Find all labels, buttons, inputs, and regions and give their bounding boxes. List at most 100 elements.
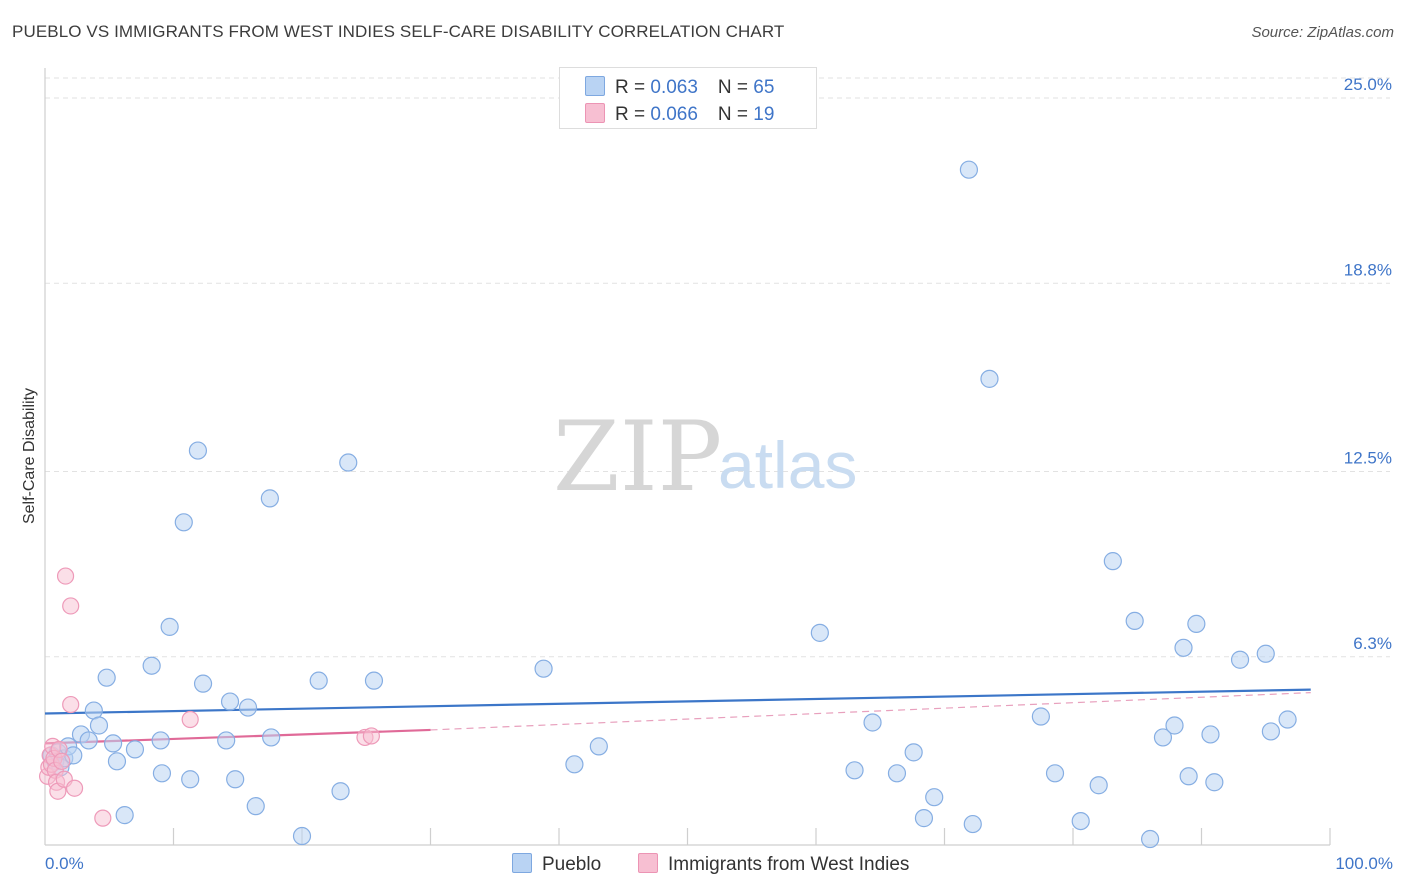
point-pueblo xyxy=(220,692,240,711)
point-pueblo xyxy=(97,668,116,687)
point-pueblo xyxy=(115,806,134,825)
bottom-legend-west-indies: Immigrants from West Indies xyxy=(638,853,909,876)
point-pueblo xyxy=(152,764,172,783)
point-pueblo xyxy=(107,752,127,771)
point-pueblo xyxy=(963,814,982,834)
source-attribution: Source: ZipAtlas.com xyxy=(1251,24,1394,41)
bottom-legend-swatch-west-indies xyxy=(638,853,658,873)
point-pueblo xyxy=(174,513,193,532)
point-pueblo xyxy=(1103,552,1122,571)
watermark-zip: ZIP xyxy=(553,401,722,513)
legend-n-label: N = xyxy=(717,104,754,125)
point-pueblo xyxy=(262,728,281,747)
point-pueblo xyxy=(1261,722,1280,741)
point-pueblo xyxy=(142,656,161,675)
point-pueblo xyxy=(810,623,829,642)
legend-r-label: R = xyxy=(615,77,651,98)
point-west-indies xyxy=(181,710,199,729)
point-west-indies xyxy=(94,809,112,827)
correlation-legend: R = 0.063 N = 65 R = 0.066 N = 19 xyxy=(559,67,817,129)
grid-lines xyxy=(45,77,1390,658)
bottom-legend-swatch-pueblo xyxy=(512,853,532,873)
point-pueblo xyxy=(331,782,350,801)
point-pueblo xyxy=(104,734,123,753)
point-pueblo xyxy=(151,731,170,750)
point-pueblo xyxy=(1165,716,1184,735)
point-west-indies xyxy=(362,727,380,745)
point-pueblo xyxy=(1256,644,1275,663)
trend-line-west-indies-dashed xyxy=(430,692,1311,731)
point-pueblo xyxy=(217,731,236,750)
point-pueblo xyxy=(1230,650,1250,669)
legend-n-value: 19 xyxy=(753,104,775,125)
legend-r-label: R = xyxy=(615,104,651,125)
legend-swatch-west-indies xyxy=(585,103,605,123)
point-pueblo xyxy=(1089,776,1108,795)
point-pueblo xyxy=(1153,728,1173,747)
point-pueblo xyxy=(125,740,145,759)
x-tick-label: 0.0% xyxy=(45,854,84,873)
point-pueblo xyxy=(589,737,608,756)
point-pueblo xyxy=(364,671,384,690)
legend-r-value: 0.063 xyxy=(650,77,698,98)
y-tick-label: 12.5% xyxy=(1344,449,1392,468)
point-pueblo xyxy=(1140,829,1160,849)
bottom-legend-label-west-indies: Immigrants from West Indies xyxy=(668,854,910,875)
y-tick-label: 25.0% xyxy=(1344,75,1392,94)
legend-n-value: 65 xyxy=(753,77,775,98)
data-points xyxy=(38,160,1297,849)
point-pueblo xyxy=(959,160,979,179)
point-west-indies xyxy=(53,752,71,770)
point-west-indies xyxy=(56,567,75,585)
point-pueblo xyxy=(226,770,245,789)
point-pueblo xyxy=(1205,773,1224,792)
point-west-indies xyxy=(62,597,80,615)
point-pueblo xyxy=(1045,764,1065,783)
watermark-atlas: atlas xyxy=(718,428,857,502)
point-pueblo xyxy=(181,770,200,789)
point-pueblo xyxy=(565,755,584,774)
point-pueblo xyxy=(260,489,279,508)
x-tick-marks xyxy=(172,828,1331,845)
point-pueblo xyxy=(79,731,98,750)
point-pueblo xyxy=(1174,638,1193,657)
point-pueblo xyxy=(887,764,907,783)
point-pueblo xyxy=(238,698,258,717)
legend-row-west-indies: R = 0.066 N = 19 xyxy=(585,103,774,126)
point-pueblo xyxy=(534,659,553,678)
x-tick-label: 100.0% xyxy=(1335,854,1393,873)
legend-r-value: 0.066 xyxy=(650,104,698,125)
point-pueblo xyxy=(309,671,328,690)
point-pueblo xyxy=(925,788,944,807)
y-tick-labels: 6.3% 12.5% 18.8% 25.0% xyxy=(1344,75,1392,653)
point-pueblo xyxy=(292,826,312,846)
point-west-indies xyxy=(65,779,84,797)
point-pueblo xyxy=(89,716,109,735)
point-pueblo xyxy=(1278,710,1297,729)
y-tick-label: 6.3% xyxy=(1353,634,1392,653)
point-pueblo xyxy=(1187,614,1206,633)
point-pueblo xyxy=(914,809,934,828)
y-tick-label: 18.8% xyxy=(1344,260,1392,279)
legend-swatch-pueblo xyxy=(585,76,605,96)
y-axis-label: Self-Care Disability xyxy=(21,388,38,524)
point-pueblo xyxy=(1031,707,1050,726)
point-pueblo xyxy=(1071,811,1090,831)
bottom-legend-pueblo: Pueblo xyxy=(512,853,601,876)
point-pueblo xyxy=(845,761,864,780)
point-pueblo xyxy=(1179,767,1198,786)
chart-title: PUEBLO VS IMMIGRANTS FROM WEST INDIES SE… xyxy=(12,22,785,41)
point-pueblo xyxy=(863,713,882,732)
point-pueblo xyxy=(1201,725,1220,744)
point-pueblo xyxy=(193,674,213,693)
point-pueblo xyxy=(904,743,923,762)
point-pueblo xyxy=(188,441,208,460)
legend-n-label: N = xyxy=(717,77,754,98)
bottom-legend-label-pueblo: Pueblo xyxy=(542,854,602,875)
point-west-indies xyxy=(62,695,80,714)
legend-row-pueblo: R = 0.063 N = 65 xyxy=(585,76,774,99)
point-pueblo xyxy=(980,369,999,388)
x-tick-labels: 0.0% 100.0% xyxy=(45,854,1393,873)
point-pueblo xyxy=(339,453,358,472)
